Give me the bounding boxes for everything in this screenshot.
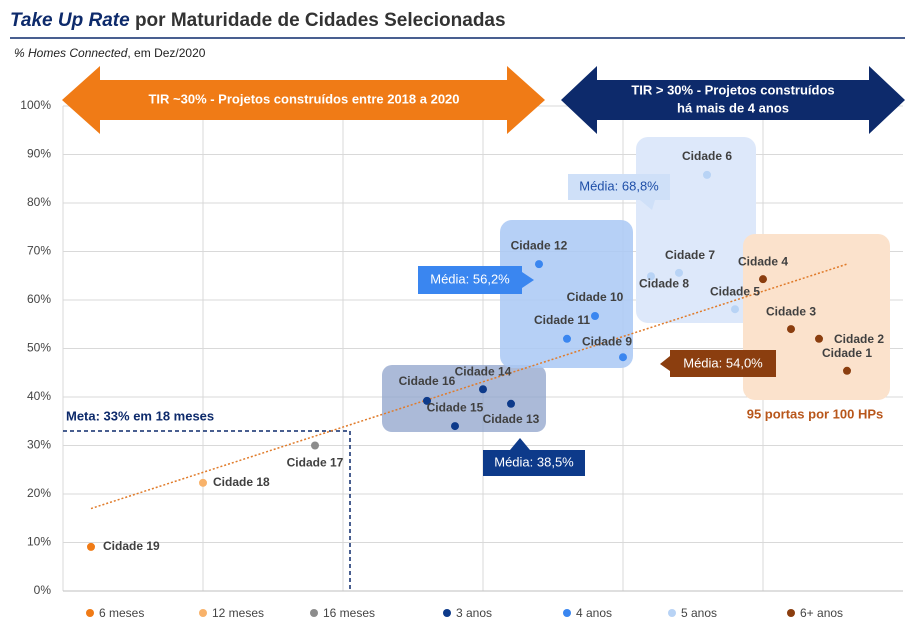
y-tick-label: 30% bbox=[27, 438, 51, 452]
point-label: Cidade 1 bbox=[822, 346, 872, 360]
arrow-text: TIR > 30% - Projetos construídos bbox=[631, 82, 834, 97]
point bbox=[87, 542, 95, 551]
callout-tail bbox=[660, 356, 670, 371]
point-label: Cidade 10 bbox=[567, 290, 624, 304]
legend-swatch bbox=[668, 609, 676, 617]
legend-label: 4 anos bbox=[576, 606, 612, 619]
y-tick-label: 100% bbox=[20, 98, 51, 112]
note: 95 portas por 100 HPs bbox=[747, 406, 884, 421]
point bbox=[451, 422, 459, 431]
y-tick-label: 0% bbox=[34, 583, 52, 597]
point-label: Cidade 15 bbox=[427, 400, 484, 414]
point-label: Cidade 6 bbox=[682, 149, 732, 163]
point bbox=[731, 305, 739, 314]
callout-tail bbox=[522, 272, 534, 288]
legend-label: 3 anos bbox=[456, 606, 492, 619]
legend-swatch bbox=[563, 609, 571, 617]
y-tick-label: 20% bbox=[27, 486, 51, 500]
y-tick-label: 80% bbox=[27, 195, 51, 209]
subtitle-italic: % Homes Connected bbox=[14, 46, 128, 60]
y-tick-label: 40% bbox=[27, 389, 51, 403]
title-italic: Take Up Rate bbox=[10, 10, 130, 31]
callout-box bbox=[670, 350, 776, 377]
legend-label: 6 meses bbox=[99, 606, 144, 619]
y-tick-label: 70% bbox=[27, 244, 51, 258]
point bbox=[619, 353, 627, 362]
point-label: Cidade 4 bbox=[738, 254, 788, 268]
arrow-text: TIR ~30% - Projetos construídos entre 20… bbox=[148, 91, 459, 106]
point-label: Cidade 11 bbox=[534, 313, 590, 327]
title-rest: por Maturidade de Cidades Selecionadas bbox=[130, 10, 506, 31]
legend-swatch bbox=[199, 609, 207, 617]
point-label: Cidade 8 bbox=[639, 276, 689, 290]
point-label: Cidade 9 bbox=[582, 334, 632, 348]
point-label: Cidade 17 bbox=[287, 456, 344, 470]
point bbox=[563, 334, 571, 343]
legend-swatch bbox=[443, 609, 451, 617]
point bbox=[787, 325, 795, 334]
callout-text: Média: 68,8% bbox=[579, 178, 659, 193]
point bbox=[843, 366, 851, 375]
chart-title: Take Up Rate por Maturidade de Cidades S… bbox=[10, 10, 506, 31]
callouts: Média: 38,5% Média: 56,2% Média: 68,8% M… bbox=[418, 174, 776, 476]
group-box bbox=[500, 220, 633, 368]
point-label: Cidade 2 bbox=[834, 332, 884, 346]
callout-box bbox=[483, 450, 585, 476]
y-tick-label: 50% bbox=[27, 341, 51, 355]
trendline bbox=[90, 263, 848, 510]
point bbox=[479, 385, 487, 394]
point bbox=[815, 334, 823, 343]
arrows: TIR ~30% - Projetos construídos entre 20… bbox=[62, 66, 905, 134]
point-label: Cidade 12 bbox=[511, 238, 568, 252]
legend-swatch bbox=[310, 609, 318, 617]
point bbox=[507, 399, 515, 408]
y-tick-label: 10% bbox=[27, 535, 51, 549]
legend-label: 5 anos bbox=[681, 606, 717, 619]
callout-box bbox=[568, 174, 670, 200]
point bbox=[675, 268, 683, 277]
point bbox=[703, 170, 711, 179]
point bbox=[591, 312, 599, 321]
point-label: Cidade 3 bbox=[766, 304, 816, 318]
callout-tail bbox=[510, 438, 530, 450]
arrow-navy bbox=[561, 66, 905, 134]
point bbox=[647, 272, 655, 281]
callout-text: Média: 56,2% bbox=[430, 271, 510, 286]
point bbox=[199, 478, 207, 487]
point-label: Cidade 16 bbox=[399, 374, 456, 388]
y-tick-label: 90% bbox=[27, 147, 51, 161]
meta-label: Meta: 33% em 18 meses bbox=[66, 408, 214, 423]
y-tick-label: 60% bbox=[27, 292, 51, 306]
point-label: Cidade 7 bbox=[665, 248, 715, 262]
subtitle-rest: , em Dez/2020 bbox=[127, 46, 205, 60]
point-label: Cidade 14 bbox=[455, 364, 512, 378]
marks: Cidade 19 6 meses Cidade 18 12 meses Cidade … bbox=[86, 149, 884, 619]
legend-swatch bbox=[787, 609, 795, 617]
callout-text: Média: 54,0% bbox=[683, 355, 763, 370]
point-label: Cidade 18 bbox=[213, 475, 270, 489]
point-label: Cidade 19 bbox=[103, 539, 160, 553]
group-box bbox=[743, 234, 890, 400]
point bbox=[423, 396, 431, 405]
point-label: Cidade 13 bbox=[483, 412, 540, 426]
subtitle: % Homes Connected, em Dez/2020 bbox=[14, 46, 206, 60]
point bbox=[535, 260, 543, 269]
point bbox=[759, 275, 767, 284]
legend-label: 12 meses bbox=[212, 606, 264, 619]
group-boxes bbox=[382, 137, 890, 432]
legend-label: 6+ anos bbox=[800, 606, 843, 619]
callout-text: Média: 38,5% bbox=[494, 454, 574, 469]
arrow-orange bbox=[62, 66, 545, 134]
arrow-text: há mais de 4 anos bbox=[677, 100, 789, 115]
legend-label: 16 meses bbox=[323, 606, 375, 619]
point-label: Cidade 5 bbox=[710, 284, 760, 298]
callout-tail bbox=[640, 200, 655, 210]
callout-box bbox=[418, 266, 522, 294]
legend-swatch bbox=[86, 609, 94, 617]
point bbox=[311, 441, 319, 450]
group-box bbox=[382, 365, 546, 432]
meta-box bbox=[63, 430, 351, 591]
